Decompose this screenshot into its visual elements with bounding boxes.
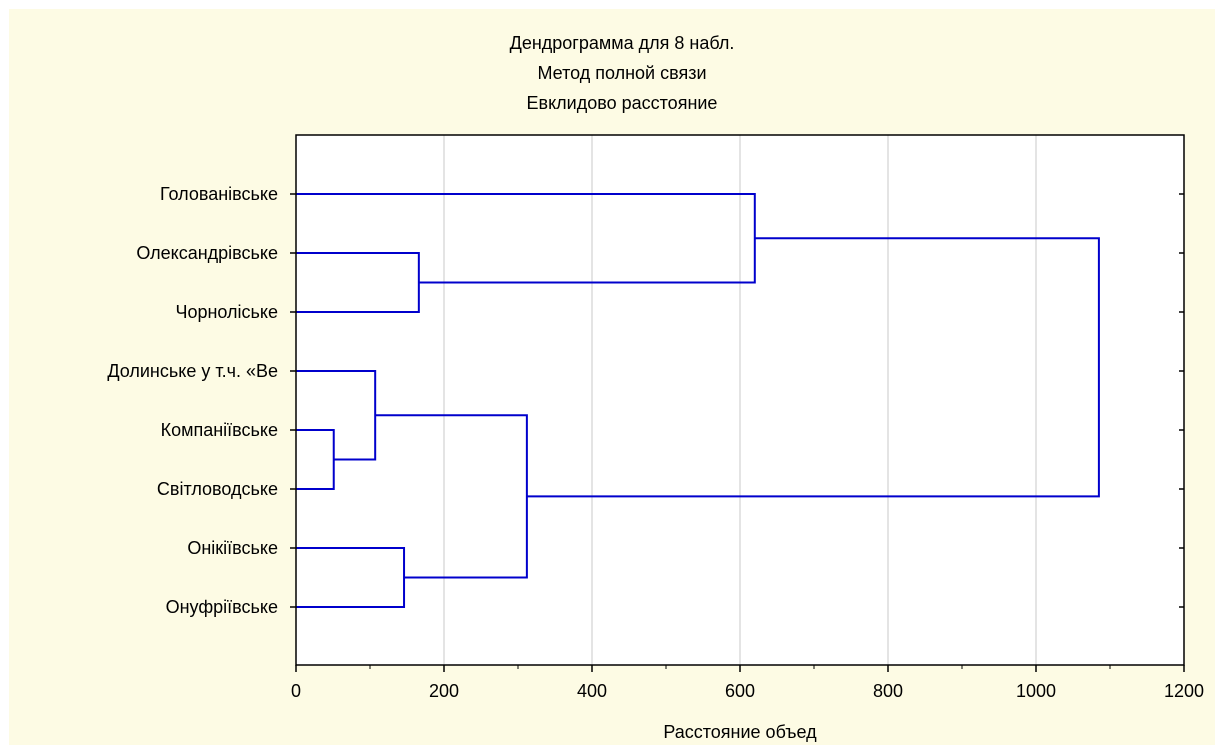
x-tick-label: 1000 xyxy=(1016,681,1056,701)
leaf-label: Онуфріївське xyxy=(166,597,278,617)
leaf-label: Компаніївське xyxy=(161,420,278,440)
title-line-3: Евклидово расстояние xyxy=(527,93,718,113)
dendrogram-links xyxy=(296,193,1100,608)
leaf-label: Олександрівське xyxy=(136,243,278,263)
leaf-labels: Голованівське Олександрівське Чорнолiське Д… xyxy=(107,184,278,617)
x-tick-label: 800 xyxy=(873,681,903,701)
x-tick-label: 1200 xyxy=(1164,681,1204,701)
x-tick-labels: 0 200 400 600 800 1000 1200 xyxy=(291,681,1204,701)
leaf-label: Чорнолiське xyxy=(175,302,278,322)
leaf-label: Онікіївське xyxy=(187,538,278,558)
merge-link xyxy=(526,237,1100,498)
leaf-label: Голованівське xyxy=(160,184,278,204)
x-tick-label: 200 xyxy=(429,681,459,701)
title-line-1: Дендрограмма для 8 набл. xyxy=(510,33,735,53)
x-axis-title: Расстояние объед xyxy=(663,722,817,742)
x-tick-label: 400 xyxy=(577,681,607,701)
title-line-2: Метод полной связи xyxy=(537,63,706,83)
x-tick-label: 600 xyxy=(725,681,755,701)
axis-ticks xyxy=(290,193,1185,672)
grid-lines xyxy=(443,135,1037,665)
chart-title: Дендрограмма для 8 набл. Метод полной св… xyxy=(510,33,735,113)
x-tick-label: 0 xyxy=(291,681,301,701)
leaf-label: Долинське у т.ч. «Ве xyxy=(107,361,278,381)
leaf-label: Світловодське xyxy=(157,479,278,499)
